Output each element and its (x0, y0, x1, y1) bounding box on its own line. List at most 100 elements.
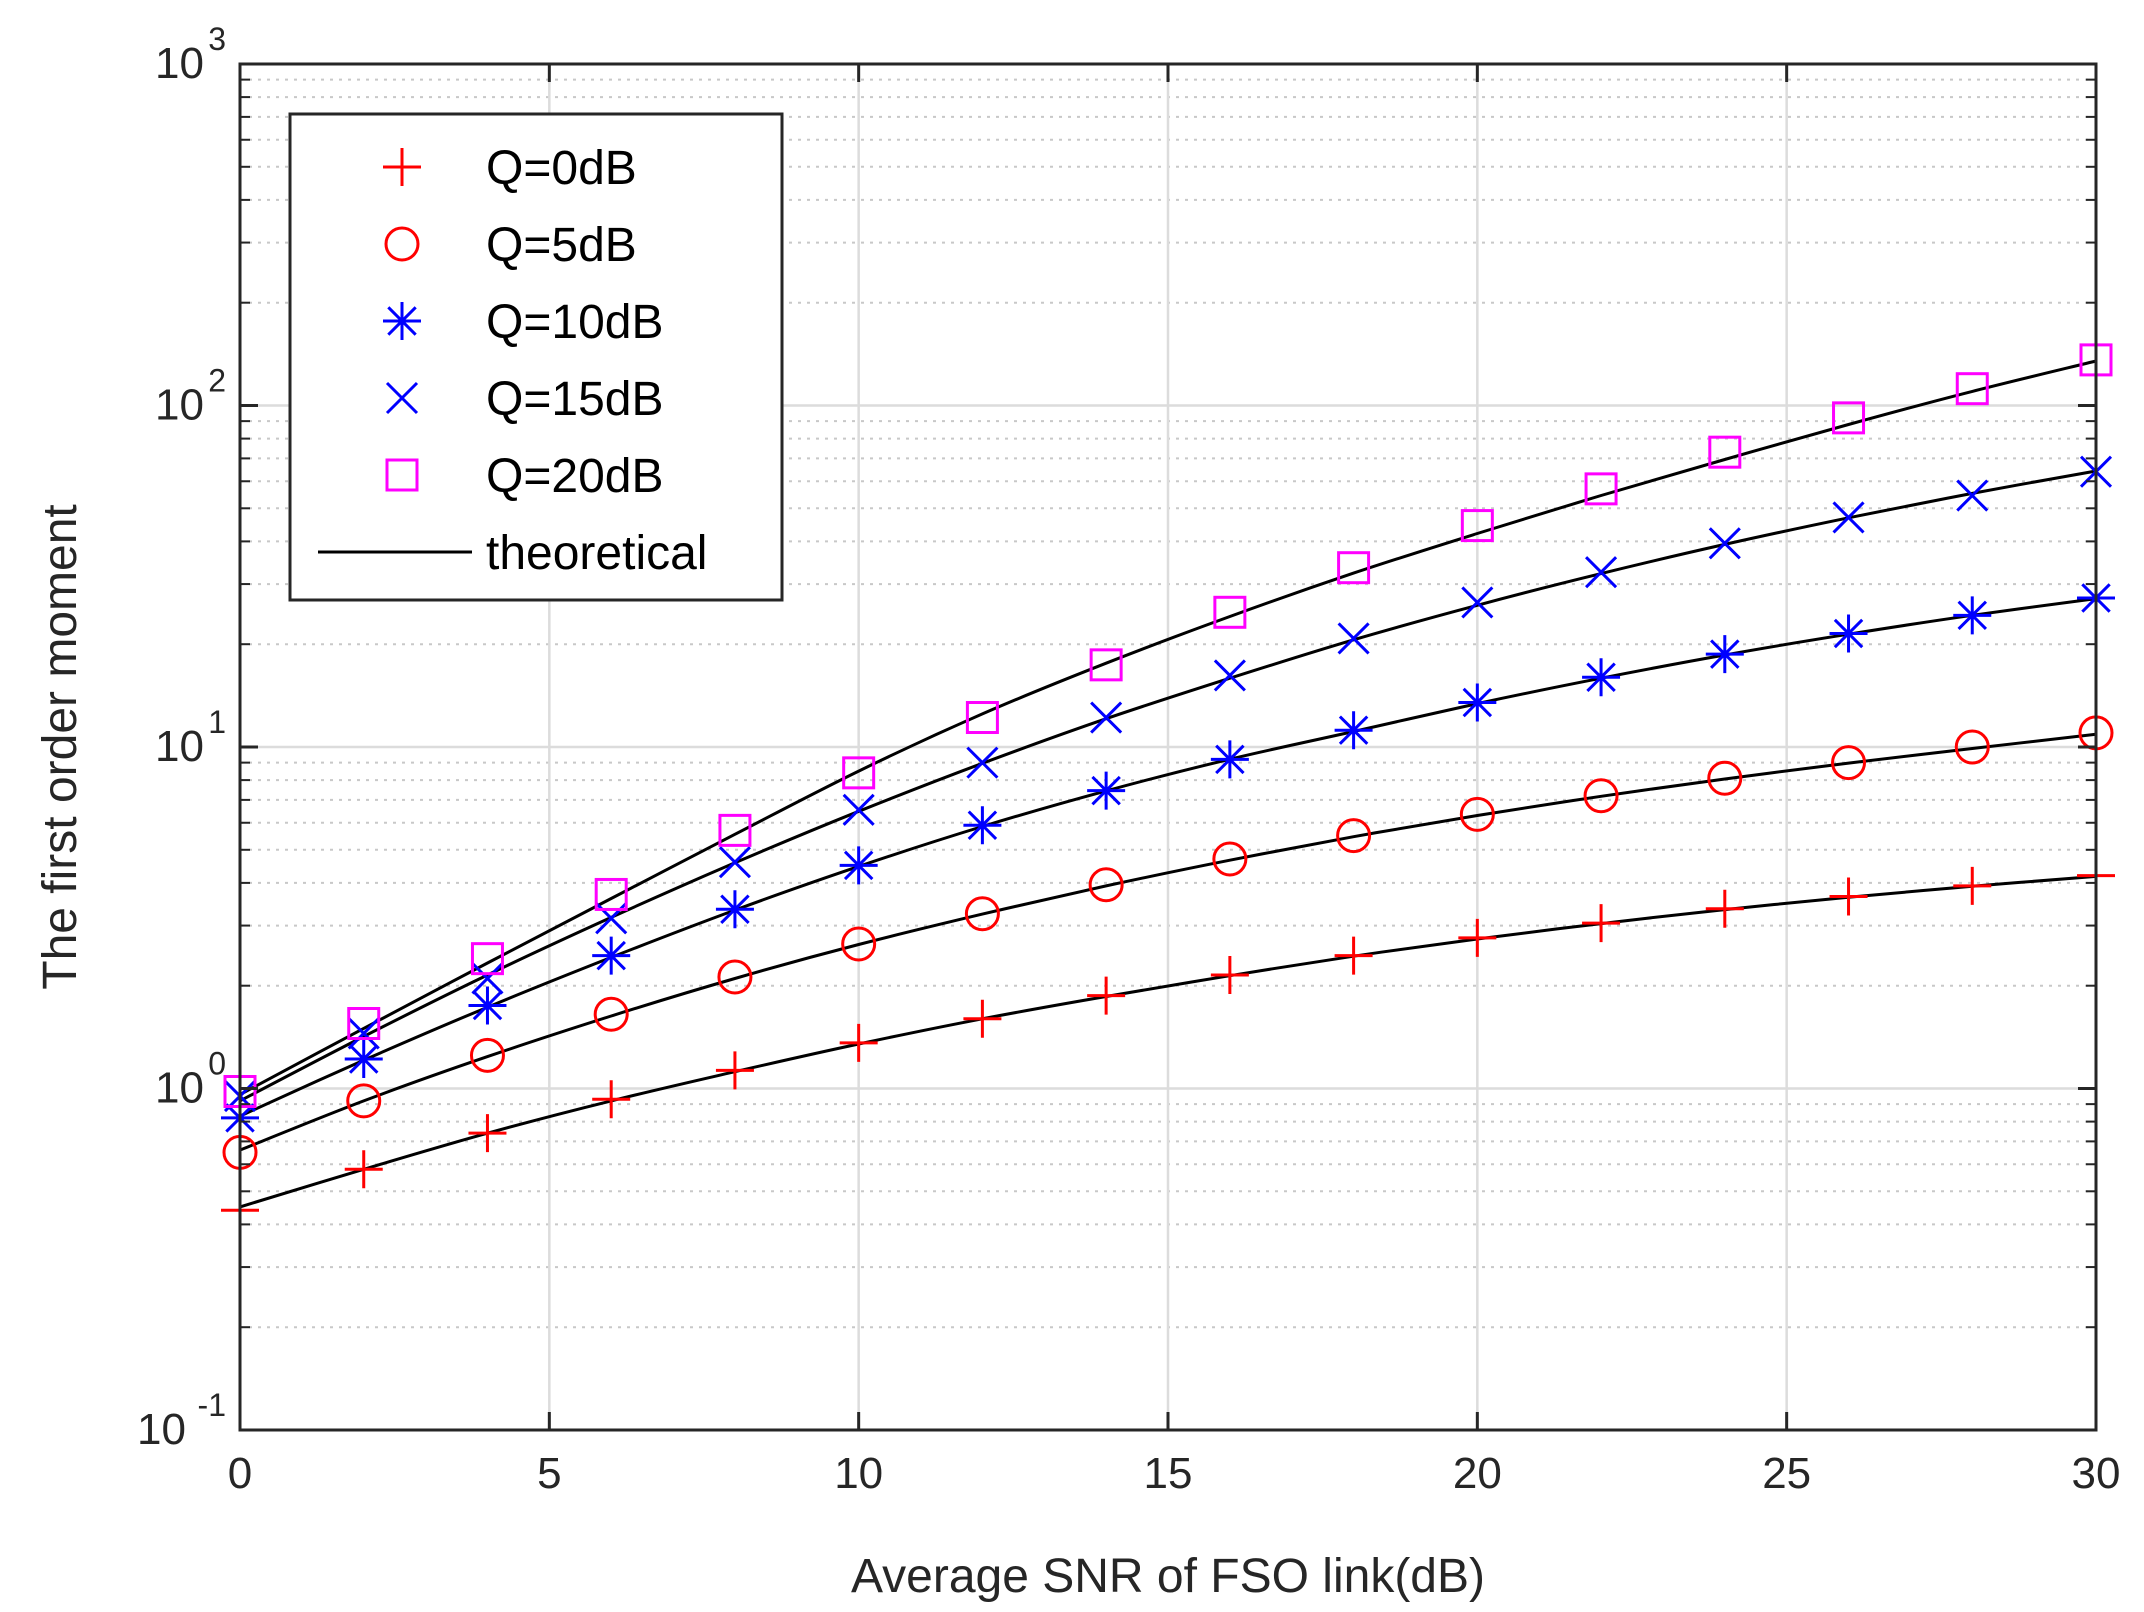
data-point (715, 1051, 754, 1090)
series-0 (221, 856, 2115, 1230)
y-tick-label-exponent: 2 (208, 363, 226, 399)
legend-item: Q=15dB (385, 373, 663, 426)
data-point (965, 701, 999, 735)
legend-label: Q=0dB (486, 142, 637, 195)
data-point (963, 999, 1002, 1038)
legend-marker (385, 458, 419, 492)
data-point (344, 1040, 383, 1079)
theoretical-curves (239, 359, 2097, 1209)
legend-label: theoretical (486, 527, 707, 580)
data-point (1585, 556, 1618, 589)
y-tick-label-exponent: 1 (208, 704, 226, 740)
data-point (1459, 796, 1495, 832)
data-point (964, 896, 1000, 932)
data-point (592, 936, 631, 975)
data-point (1460, 509, 1494, 543)
legend-item: Q=10dB (383, 296, 663, 349)
x-tick-label: 0 (228, 1449, 252, 1498)
data-point (1832, 401, 1866, 435)
legend: Q=0dB Q=5dB Q=10dB Q=15dB Q=20dB theoretical (288, 112, 784, 602)
legend-label: Q=15dB (486, 373, 663, 426)
theoretical-curve-0 (239, 874, 2097, 1209)
legend-marker (384, 226, 420, 262)
data-point (1089, 648, 1123, 682)
legend-label: Q=5dB (486, 219, 637, 272)
data-point (344, 1150, 383, 1189)
data-point (1582, 658, 1621, 697)
legend-box (288, 112, 784, 602)
legend-item: Q=20dB (385, 450, 663, 503)
data-point (470, 942, 504, 976)
x-tick-label: 10 (834, 1449, 883, 1498)
series-3 (223, 455, 2113, 1113)
data-point (1334, 711, 1373, 750)
y-tick-label-base: 10 (155, 381, 204, 430)
data-point (1458, 683, 1497, 722)
data-point (347, 1007, 381, 1041)
data-point (717, 959, 753, 995)
data-point (1213, 659, 1246, 692)
data-point (1210, 955, 1249, 994)
x-tick-label: 5 (537, 1449, 561, 1498)
theoretical-curve-1 (239, 732, 2097, 1152)
data-point (468, 1114, 507, 1153)
theoretical-curve-2 (239, 597, 2097, 1118)
data-point (1212, 841, 1248, 877)
data-point (1832, 501, 1865, 534)
data-point (594, 877, 628, 911)
legend-marker (383, 302, 421, 340)
data-point (1583, 778, 1619, 814)
data-point (1708, 435, 1742, 469)
legend-item: Q=0dB (383, 142, 637, 195)
data-point (1705, 635, 1744, 674)
data-point (468, 986, 507, 1025)
data-point (1334, 936, 1373, 975)
data-point (1831, 745, 1867, 781)
data-point (718, 813, 752, 847)
x-tick-label: 30 (2072, 1449, 2121, 1498)
data-point (842, 793, 875, 826)
y-tick-label: 310 (155, 21, 226, 88)
y-tick-label-base: 10 (155, 1064, 204, 1113)
theoretical-curve-4 (239, 359, 2097, 1096)
data-point (715, 890, 754, 929)
x-tick-labels: 0 5 10 15 20 25 30 (228, 1449, 2121, 1498)
data-point (1705, 889, 1744, 928)
x-tick-label: 25 (1762, 1449, 1811, 1498)
legend-marker (385, 381, 419, 415)
legend-item: theoretical (318, 527, 707, 580)
x-tick-label: 20 (1453, 1449, 1502, 1498)
x-axis-label: Average SNR of FSO link(dB) (851, 1550, 1485, 1603)
data-point (1953, 866, 1992, 905)
y-tick-label: 210 (155, 363, 226, 430)
data-point (1829, 614, 1868, 653)
data-point (1956, 479, 1989, 512)
data-point (469, 1037, 505, 1073)
data-point (841, 926, 877, 962)
data-point (1955, 372, 1989, 406)
legend-marker (383, 148, 421, 186)
data-point (347, 1017, 380, 1050)
y-tick-label-base: 10 (155, 722, 204, 771)
data-point (1461, 586, 1494, 619)
data-point (1458, 918, 1497, 957)
data-point (1584, 472, 1618, 506)
data-point (1953, 596, 1992, 635)
data-point (1213, 595, 1247, 629)
data-point (346, 1083, 382, 1119)
y-tick-label: -1 10 (137, 1387, 226, 1454)
legend-label: Q=20dB (486, 450, 663, 503)
y-tick-label-exponent: -1 (198, 1387, 226, 1423)
data-point (1087, 976, 1126, 1015)
data-point (1337, 622, 1370, 655)
legend-item: Q=5dB (384, 219, 637, 272)
data-point (1087, 771, 1126, 810)
data-point (1090, 701, 1123, 734)
data-point (839, 846, 878, 885)
y-axis-label: The first order moment (34, 504, 87, 989)
y-tick-label-base: 10 (137, 1405, 186, 1454)
y-tick-label: 010 (155, 1046, 226, 1113)
data-point (593, 996, 629, 1032)
data-point (592, 1080, 631, 1119)
